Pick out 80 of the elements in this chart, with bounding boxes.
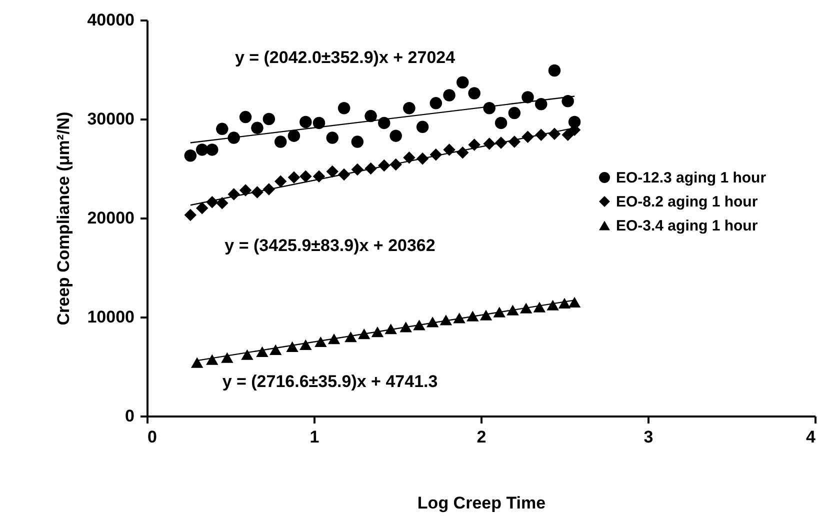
point <box>326 132 338 144</box>
y-axis-title: Creep Compliance (μm²/N) <box>54 112 74 326</box>
point <box>190 357 204 368</box>
point <box>568 296 581 308</box>
point <box>274 175 287 188</box>
point <box>288 130 300 142</box>
x-tick-label: 2 <box>476 428 486 446</box>
point <box>338 102 350 114</box>
point <box>251 122 264 134</box>
point <box>494 116 508 130</box>
point <box>300 170 312 183</box>
point <box>534 98 548 110</box>
point <box>508 106 521 120</box>
y-tick-label: 20000 <box>87 208 134 228</box>
point <box>558 298 571 308</box>
x-tick-label: 1 <box>310 428 320 446</box>
point <box>416 120 429 134</box>
point <box>184 208 197 222</box>
point <box>364 110 377 122</box>
point <box>548 64 561 77</box>
point <box>533 302 546 312</box>
point <box>286 341 298 352</box>
point <box>466 310 479 322</box>
point <box>403 151 416 164</box>
x-tick-label: 0 <box>148 428 157 446</box>
annotation: y = (2716.6±35.9)x + 4741.3 <box>222 372 438 391</box>
point <box>312 116 326 130</box>
point <box>453 312 466 324</box>
point <box>300 116 312 128</box>
point <box>288 171 300 184</box>
point <box>480 310 492 320</box>
point <box>390 130 402 142</box>
point <box>274 136 287 148</box>
legend-label: EO-12.3 aging 1 hour <box>616 170 766 186</box>
point <box>216 122 228 136</box>
point <box>262 112 276 126</box>
point <box>269 344 282 355</box>
point <box>216 197 228 210</box>
point <box>546 300 559 310</box>
point <box>562 95 574 108</box>
x-tick-label: 3 <box>644 428 654 446</box>
point <box>312 170 326 183</box>
point <box>520 302 532 314</box>
point <box>206 354 218 365</box>
y-tick-label: 0 <box>125 406 134 426</box>
point <box>256 346 268 357</box>
point <box>443 89 456 102</box>
y-tick-label: 30000 <box>87 110 134 128</box>
point <box>206 144 218 156</box>
point <box>456 76 469 88</box>
annotation: y = (3425.9±83.9)x + 20362 <box>224 236 436 255</box>
legend-label: EO-8.2 aging 1 hour <box>616 194 758 210</box>
point <box>403 102 416 114</box>
point <box>228 188 240 200</box>
point <box>241 349 254 360</box>
point <box>468 138 480 151</box>
point <box>440 314 452 326</box>
point <box>468 87 480 100</box>
point <box>300 339 312 350</box>
point <box>314 336 327 348</box>
point <box>430 97 442 110</box>
point <box>326 165 338 178</box>
point <box>493 306 506 318</box>
point <box>221 352 234 363</box>
y-tick-label: 40000 <box>87 10 134 30</box>
point <box>562 128 574 141</box>
point <box>239 110 252 124</box>
point <box>443 144 456 156</box>
y-tick-label: 10000 <box>87 308 134 326</box>
point <box>184 150 197 162</box>
x-axis-title: Log Creep Time <box>417 494 546 512</box>
x-tick-label: 4 <box>806 428 816 446</box>
legend-label: EO-3.4 aging 1 hour <box>616 218 758 234</box>
point <box>506 304 519 316</box>
point <box>351 163 364 176</box>
annotation: y = (2042.0±352.9)x + 27024 <box>234 48 456 67</box>
point <box>426 316 439 328</box>
point <box>196 202 208 214</box>
point <box>351 136 364 148</box>
point <box>522 91 534 104</box>
